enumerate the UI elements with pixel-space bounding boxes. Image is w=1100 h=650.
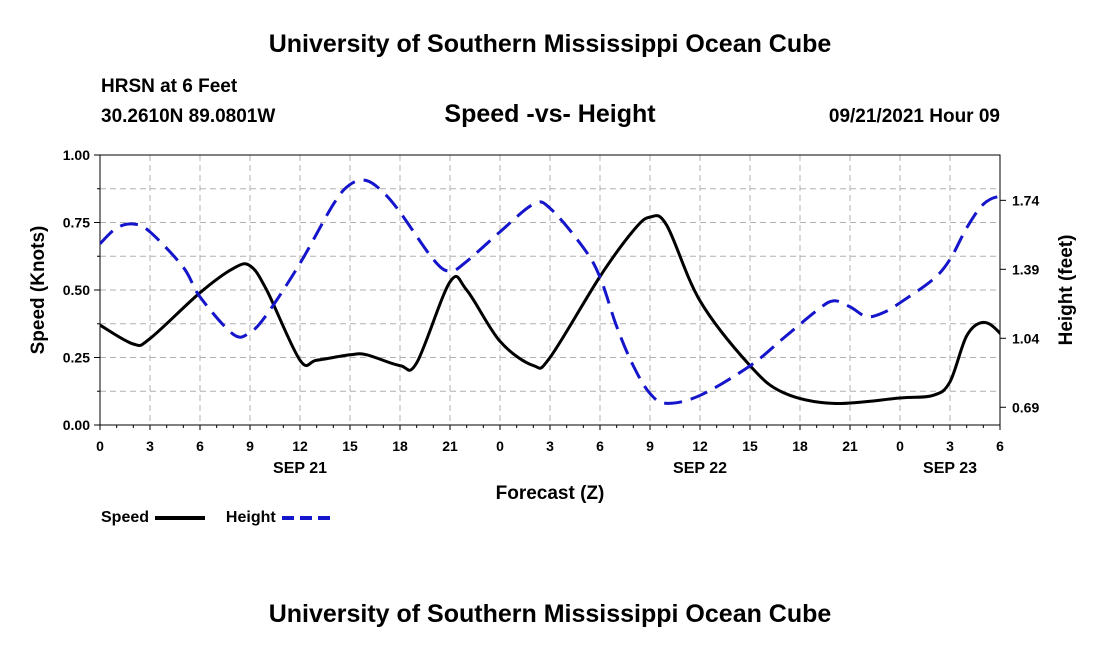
- x-tick-label: 6: [996, 438, 1004, 454]
- y2-tick-label: 1.04: [1012, 330, 1039, 346]
- legend-speed-label: Speed: [101, 509, 150, 526]
- x-axis-label: Forecast (Z): [495, 483, 605, 504]
- x-tick-label: 12: [292, 438, 308, 454]
- x-tick-label: 0: [96, 438, 104, 454]
- x-tick-label: 18: [392, 438, 408, 454]
- series-line-speed: [100, 214, 1000, 405]
- grid-lines: [100, 155, 1000, 425]
- x-tick-label: 15: [742, 438, 758, 454]
- station-coords: 30.2610N 89.0801W: [101, 106, 276, 127]
- x-date-label: SEP 23: [923, 460, 977, 477]
- x-tick-label: 9: [246, 438, 254, 454]
- x-tick-label: 21: [842, 438, 858, 454]
- x-tick-label: 0: [496, 438, 504, 454]
- x-tick-label: 6: [196, 438, 204, 454]
- y-axis-label: Speed (Knots): [28, 226, 49, 355]
- x-tick-label: 6: [596, 438, 604, 454]
- x-tick-label: 18: [792, 438, 808, 454]
- y2-tick-label: 1.39: [1012, 261, 1039, 277]
- x-tick-label: 21: [442, 438, 458, 454]
- y2-tick-label: 1.74: [1012, 192, 1039, 208]
- y-tick-label: 0.50: [63, 282, 90, 298]
- x-tick-label: 12: [692, 438, 708, 454]
- legend-height-swatch: [282, 515, 333, 520]
- chart-title: Speed -vs- Height: [444, 100, 656, 128]
- legend-height-label: Height: [225, 509, 276, 526]
- x-tick-label: 3: [946, 438, 954, 454]
- x-tick-label: 0: [896, 438, 904, 454]
- x-tick-label: 9: [646, 438, 654, 454]
- x-tick-label: 3: [546, 438, 554, 454]
- y2-tick-label: 0.69: [1012, 399, 1039, 415]
- series-line-height: [100, 178, 1000, 405]
- y-tick-label: 0.25: [63, 350, 90, 366]
- y-tick-label: 0.75: [63, 215, 90, 231]
- bottom-title: University of Southern Mississippi Ocean…: [268, 600, 832, 628]
- run-time: 09/21/2021 Hour 09: [828, 106, 1000, 127]
- x-tick-label: 3: [146, 438, 154, 454]
- top-title: University of Southern Mississippi Ocean…: [268, 30, 832, 58]
- x-tick-label: 15: [342, 438, 358, 454]
- station-name: HRSN at 6 Feet: [101, 76, 238, 97]
- y-tick-label: 0.00: [63, 417, 90, 433]
- legend-speed-swatch: [155, 515, 206, 520]
- x-date-label: SEP 21: [273, 460, 327, 477]
- legend: Speed Height: [101, 509, 334, 527]
- y-tick-label: 1.00: [63, 147, 90, 163]
- x-date-label: SEP 22: [673, 460, 727, 477]
- y2-axis-label: Height (feet): [1056, 235, 1077, 346]
